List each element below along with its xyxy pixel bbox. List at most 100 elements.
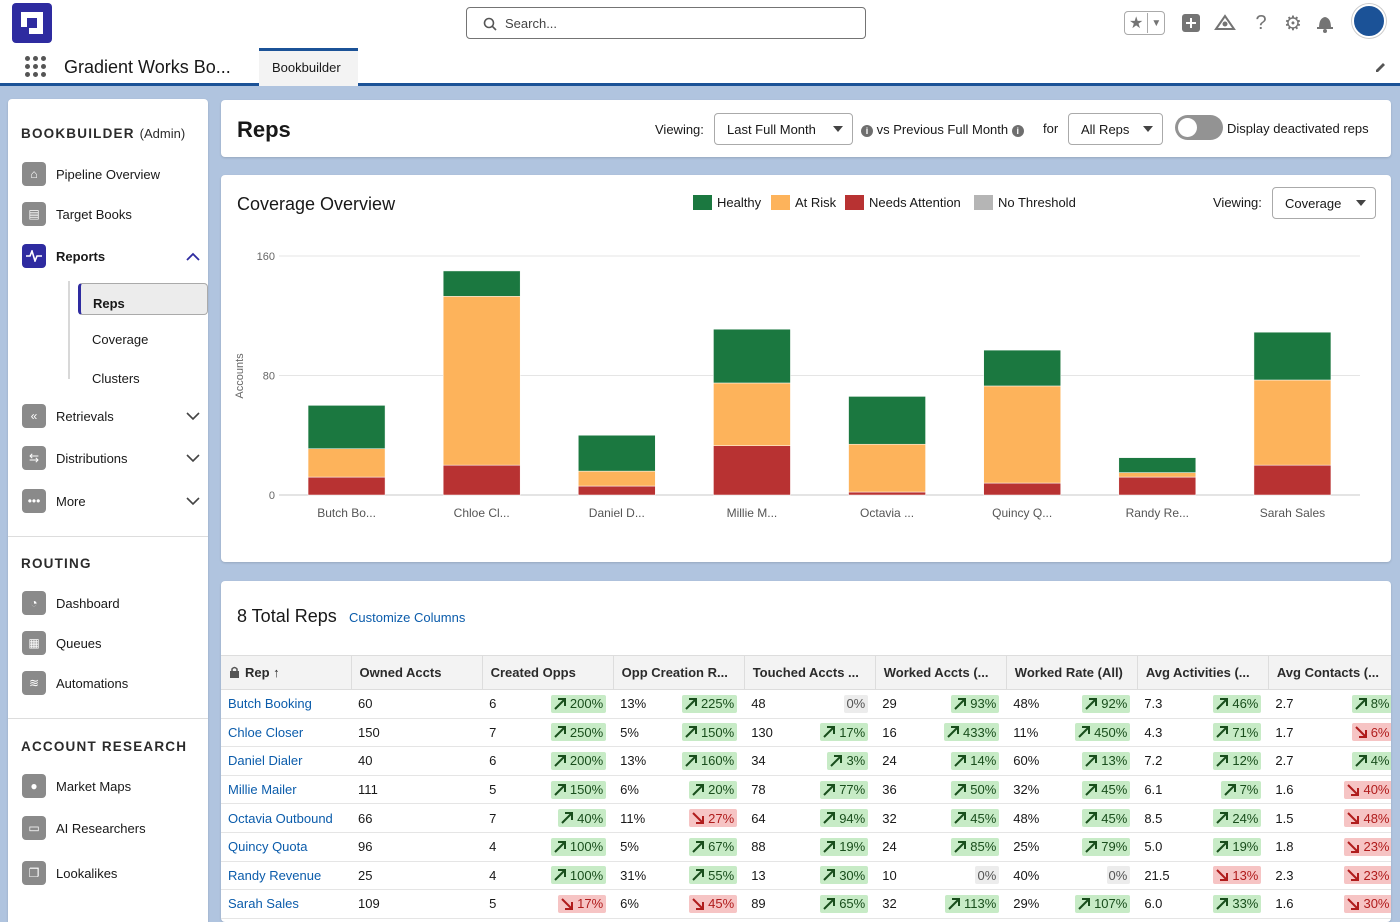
- sidebar-item-pipeline-overview[interactable]: ⌂ Pipeline Overview: [22, 161, 202, 187]
- info-icon[interactable]: i: [861, 124, 873, 137]
- sidebar-item-distributions[interactable]: ⇆ Distributions: [22, 445, 202, 471]
- chevron-down-icon[interactable]: [186, 493, 200, 509]
- legend-healthy[interactable]: Healthy: [693, 195, 761, 210]
- rep-link[interactable]: Quincy Quota: [228, 839, 308, 855]
- change-badge: 93%: [951, 694, 1000, 713]
- customize-columns-link[interactable]: Customize Columns: [349, 610, 466, 625]
- bar-segment-at-risk: [713, 382, 791, 446]
- chevron-down-icon: [1143, 126, 1153, 132]
- favorites-button[interactable]: ★ ▼: [1124, 11, 1165, 35]
- info-icon[interactable]: i: [1011, 124, 1024, 137]
- metric-cell: 64 94%: [744, 803, 876, 833]
- trend-up-icon: [823, 726, 836, 739]
- change-value: 45%: [1101, 782, 1128, 798]
- column-header[interactable]: Created Opps: [482, 655, 614, 690]
- metric-cell: 6.0 33%: [1137, 889, 1269, 919]
- change-value: 4%: [1370, 753, 1390, 769]
- bell-icon[interactable]: [1312, 10, 1338, 36]
- column-header-rep[interactable]: Rep ↑: [221, 655, 352, 690]
- trend-down-icon: [692, 812, 705, 825]
- rep-link[interactable]: Chloe Closer: [228, 724, 304, 740]
- metric-cell: 7 250%: [482, 718, 614, 748]
- trailhead-icon[interactable]: [1212, 10, 1238, 36]
- bar-segment-healthy: [307, 405, 386, 449]
- change-value: 85%: [970, 839, 997, 855]
- rep-link[interactable]: Sarah Sales: [228, 896, 299, 912]
- sidebar-item-target-books[interactable]: ▤ Target Books: [22, 201, 202, 227]
- period-select[interactable]: Last Full Month: [714, 113, 853, 145]
- sidebar-item-retrievals[interactable]: «Retrievals: [22, 403, 202, 429]
- table-row: Randy Revenue 25 4 100% 31% 55% 13 30% 10 0% 40% 0%…: [221, 861, 1391, 891]
- chevron-up-icon[interactable]: [186, 248, 200, 264]
- x-tick-label: Chloe Cl...: [454, 506, 510, 520]
- edit-nav-icon[interactable]: [1374, 60, 1388, 77]
- change-badge: 13%: [1213, 866, 1262, 885]
- sidebar-item-ai-researchers[interactable]: ▭ AI Researchers: [22, 815, 202, 841]
- chevron-down-icon[interactable]: [186, 450, 200, 466]
- change-value: 14%: [970, 753, 997, 769]
- change-value: 94%: [839, 810, 866, 826]
- table-row: Octavia Outbound 66 7 40% 11% 27% 64 94% 32 45% 48…: [221, 803, 1391, 833]
- sidebar-subitem-reps[interactable]: Reps: [78, 283, 208, 315]
- metric-value: 2.3: [1275, 867, 1294, 883]
- sidebar-subitem-clusters[interactable]: Clusters: [92, 370, 140, 386]
- metric-cell: 24 14%: [875, 746, 1007, 776]
- metric-cell: 48% 92%: [1006, 689, 1138, 719]
- metric-cell: 21.5 13%: [1137, 861, 1269, 891]
- gear-icon[interactable]: ⚙: [1284, 12, 1302, 35]
- app-logo[interactable]: [12, 3, 52, 43]
- sidebar-item-automations[interactable]: ≋ Automations: [22, 670, 202, 696]
- metric-value: 89: [751, 896, 766, 912]
- metric-cell: 7 40%: [482, 803, 614, 833]
- sidebar-subitem-coverage[interactable]: Coverage: [92, 331, 149, 347]
- trend-up-icon: [1216, 697, 1229, 710]
- trend-up-icon: [954, 697, 967, 710]
- bar-segment-needs-attention: [1253, 464, 1332, 496]
- metric-cell: 40% 0%: [1006, 861, 1138, 891]
- metric-cell: 7.3 46%: [1137, 689, 1269, 719]
- global-search[interactable]: Search...: [466, 7, 866, 39]
- change-badge: 200%: [550, 694, 607, 713]
- sidebar-item-dashboard[interactable]: ◔ Dashboard: [22, 590, 202, 616]
- tab-bookbuilder[interactable]: Bookbuilder: [259, 48, 358, 86]
- toggle-label: Display deactivated reps: [1227, 121, 1369, 136]
- app-launcher-icon[interactable]: [25, 56, 47, 78]
- column-header[interactable]: Opp Creation R...: [613, 655, 745, 690]
- rep-link[interactable]: Randy Revenue: [228, 867, 322, 883]
- chevron-down-icon[interactable]: [186, 408, 200, 424]
- user-avatar[interactable]: [1352, 4, 1386, 38]
- metric-cell: 6 200%: [482, 746, 614, 776]
- help-icon[interactable]: ?: [1255, 11, 1267, 34]
- column-header[interactable]: Avg Contacts (...: [1268, 655, 1391, 690]
- change-badge: 19%: [1213, 837, 1262, 856]
- change-badge: 48%: [1344, 809, 1391, 828]
- legend-at-risk[interactable]: At Risk: [771, 195, 836, 210]
- legend-needs-attention[interactable]: Needs Attention: [845, 195, 961, 210]
- column-header[interactable]: Avg Activities (...: [1137, 655, 1269, 690]
- trend-up-icon: [1216, 754, 1229, 767]
- reps-filter-select[interactable]: All Reps: [1068, 113, 1163, 145]
- sidebar-item-lookalikes[interactable]: ❐ Lookalikes: [22, 860, 202, 886]
- column-header[interactable]: Worked Rate (All): [1006, 655, 1138, 690]
- column-header[interactable]: Worked Accts (...: [875, 655, 1007, 690]
- legend-no-threshold[interactable]: No Threshold: [974, 195, 1076, 210]
- rep-link[interactable]: Octavia Outbound: [228, 810, 333, 826]
- table-row: Millie Mailer 111 5 150% 6% 20% 78 77% 36 50% 32% 4…: [221, 775, 1391, 805]
- rep-link[interactable]: Butch Booking: [228, 696, 312, 712]
- account-research-section-title: ACCOUNT RESEARCH: [21, 739, 188, 754]
- deactivated-reps-toggle[interactable]: [1175, 115, 1223, 140]
- rep-link[interactable]: Millie Mailer: [228, 782, 297, 798]
- search-placeholder: Search...: [505, 16, 558, 31]
- metric-cell: 7.2 12%: [1137, 746, 1269, 776]
- change-value: 33%: [1232, 896, 1259, 912]
- trend-up-icon: [1085, 840, 1098, 853]
- sidebar-item-queues[interactable]: ▦ Queues: [22, 630, 202, 656]
- column-header[interactable]: Owned Accts: [351, 655, 483, 690]
- sidebar-item-reports[interactable]: Reports: [22, 243, 202, 269]
- sidebar-item-market-maps[interactable]: ● Market Maps: [22, 773, 202, 799]
- global-actions-icon[interactable]: [1178, 10, 1204, 36]
- sidebar-item-more[interactable]: ••• More: [22, 488, 202, 514]
- column-header[interactable]: Touched Accts ...: [744, 655, 876, 690]
- chart-metric-select[interactable]: Coverage: [1272, 187, 1376, 219]
- rep-link[interactable]: Daniel Dialer: [228, 753, 303, 769]
